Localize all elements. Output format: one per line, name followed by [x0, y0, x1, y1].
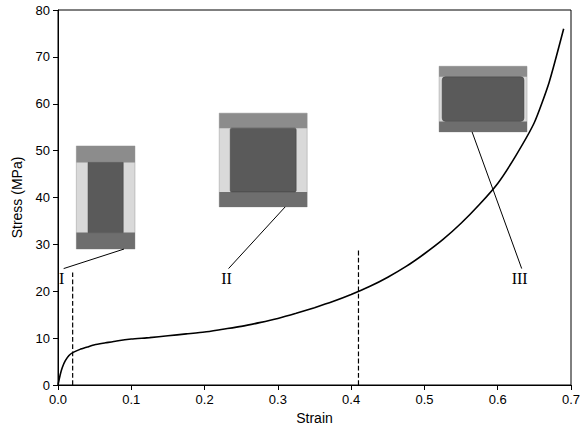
svg-text:70: 70: [36, 49, 50, 64]
svg-text:0.5: 0.5: [415, 392, 433, 407]
svg-text:0.3: 0.3: [269, 392, 287, 407]
svg-text:0.6: 0.6: [489, 392, 507, 407]
svg-text:0.1: 0.1: [122, 392, 140, 407]
svg-text:0.2: 0.2: [196, 392, 214, 407]
svg-text:30: 30: [36, 237, 50, 252]
svg-text:Strain: Strain: [296, 410, 333, 426]
svg-text:Stress (MPa): Stress (MPa): [9, 157, 25, 239]
svg-text:10: 10: [36, 331, 50, 346]
svg-text:II: II: [221, 270, 232, 287]
svg-text:I: I: [59, 270, 64, 287]
svg-text:40: 40: [36, 190, 50, 205]
svg-text:0.4: 0.4: [342, 392, 360, 407]
svg-text:0: 0: [43, 378, 50, 393]
svg-text:80: 80: [36, 3, 50, 18]
svg-text:III: III: [512, 270, 528, 287]
svg-text:20: 20: [36, 284, 50, 299]
svg-text:0.0: 0.0: [49, 392, 67, 407]
svg-text:0.7: 0.7: [562, 392, 580, 407]
svg-text:50: 50: [36, 143, 50, 158]
svg-text:60: 60: [36, 96, 50, 111]
